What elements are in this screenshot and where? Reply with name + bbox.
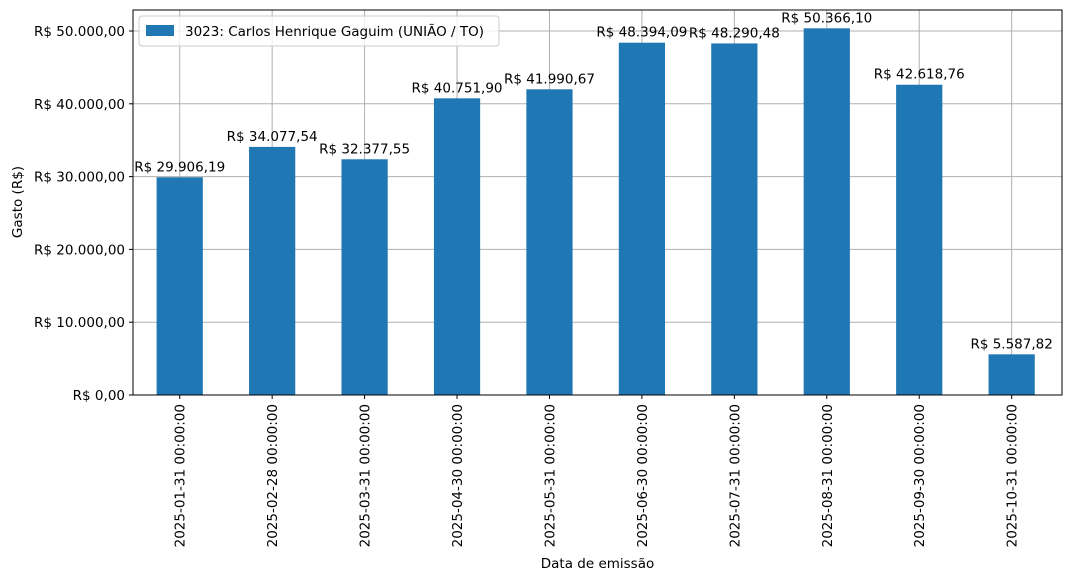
bar xyxy=(433,98,481,396)
y-tick-label: R$ 20.000,00 xyxy=(34,242,125,258)
bar-value-label: R$ 48.290,48 xyxy=(689,25,780,41)
bar-value-label: R$ 48.394,09 xyxy=(596,25,687,41)
data-labels: R$ 29.906,19R$ 34.077,54R$ 32.377,55 R$ 4… xyxy=(134,10,1053,352)
x-tick-label: 2025-07-31 00:00:00 xyxy=(727,404,743,547)
plot-frame xyxy=(132,9,1063,396)
bar xyxy=(341,159,388,395)
x-tick-label: 2025-02-28 00:00:00 xyxy=(265,404,281,547)
x-tick-label: 2025-09-30 00:00:00 xyxy=(912,404,928,547)
bar-value-label: R$ 50.366,10 xyxy=(781,10,872,26)
y-tick-label: R$ 30.000,00 xyxy=(34,170,125,186)
x-tick-label: 2025-04-30 00:00:00 xyxy=(450,404,466,547)
x-tick-label: 2025-01-31 00:00:00 xyxy=(173,404,189,547)
bar-value-label: R$ 29.906,19 xyxy=(134,159,225,175)
bar xyxy=(249,146,296,395)
y-tick-label: R$ 40.000,00 xyxy=(34,97,125,113)
legend-entry: 3023: Carlos Henrique Gaguim (UNIÃO / TO… xyxy=(185,23,484,40)
y-axis-title: Gasto (R$) xyxy=(10,166,26,238)
x-tick-label: 2025-10-31 00:00:00 xyxy=(1005,404,1021,547)
bar-value-label: R$ 41.990,67 xyxy=(504,71,595,87)
bar-value-label: R$ 34.077,54 xyxy=(227,129,318,145)
y-tick-label: R$ 50.000,00 xyxy=(34,24,125,40)
x-tick-label: 2025-05-31 00:00:00 xyxy=(542,404,558,547)
legend-swatch xyxy=(146,25,174,36)
bar xyxy=(896,84,943,395)
y-tick-label: R$ 10.000,00 xyxy=(34,315,125,331)
bar xyxy=(711,43,758,395)
bar xyxy=(156,177,203,395)
y-tick-label: R$ 0,00 xyxy=(73,388,125,404)
bar xyxy=(526,89,573,395)
x-axis-title: Data de emissão xyxy=(541,556,655,572)
legend: 3023: Carlos Henrique Gaguim (UNIÃO / TO… xyxy=(138,15,500,47)
bar xyxy=(988,354,1035,395)
x-tick-label: 2025-03-31 00:00:00 xyxy=(358,404,374,547)
bar-value-label: R$ 40.751,90 xyxy=(412,80,503,96)
bar xyxy=(803,28,850,396)
bars xyxy=(156,28,1035,396)
ticks: R$ 0,00 R$ 10.000,00 R$ 20.000,00 R$ 30.000… xyxy=(34,24,1021,547)
bar-value-label: R$ 5.587,82 xyxy=(970,336,1052,352)
bar-value-label: R$ 42.618,76 xyxy=(874,67,965,83)
x-tick-label: 2025-06-30 00:00:00 xyxy=(635,404,651,547)
bar-value-label: R$ 32.377,55 xyxy=(319,141,410,157)
legend-box xyxy=(138,15,500,47)
x-tick-label: 2025-08-31 00:00:00 xyxy=(820,404,836,547)
bar xyxy=(618,42,666,396)
